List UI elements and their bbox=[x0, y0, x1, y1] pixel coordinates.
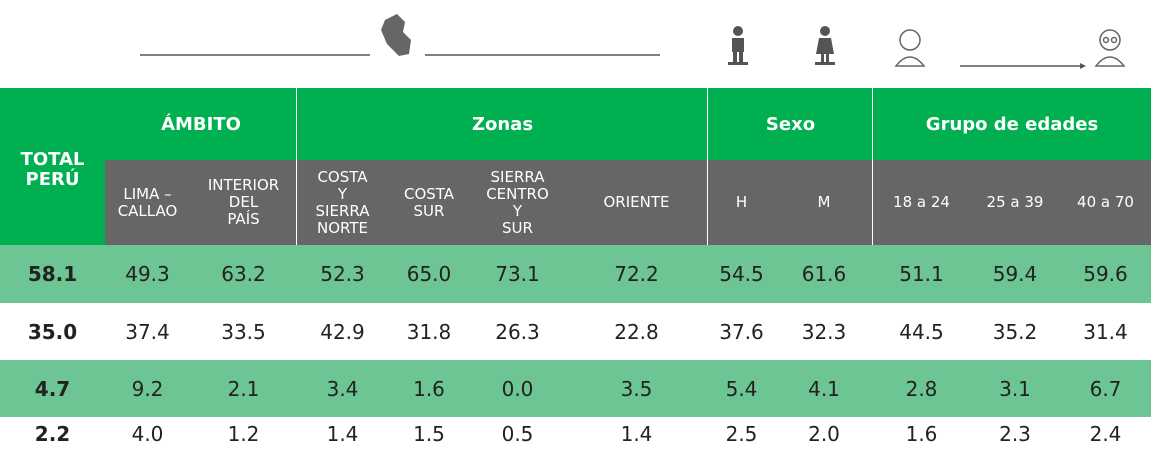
column-header: LIMA – CALLAO bbox=[105, 160, 190, 245]
cell: 3.1 bbox=[999, 376, 1031, 401]
woman-icon bbox=[815, 26, 835, 65]
cell: 2.3 bbox=[999, 421, 1031, 446]
cell: 35.2 bbox=[992, 319, 1038, 344]
arrow-head bbox=[1080, 63, 1086, 69]
row-background bbox=[0, 360, 1151, 417]
cell: 9.2 bbox=[131, 376, 164, 401]
cell: 61.6 bbox=[801, 262, 847, 286]
total-header: TOTAL PERÚ bbox=[0, 88, 105, 245]
cell: 31.4 bbox=[1083, 319, 1128, 344]
cell: 32.3 bbox=[801, 319, 847, 344]
cell: 2.1 bbox=[227, 376, 260, 401]
cell: 3.4 bbox=[326, 376, 359, 401]
cell: 0.0 bbox=[501, 376, 534, 401]
cell: 1.2 bbox=[227, 421, 260, 446]
man-icon bbox=[728, 26, 748, 65]
cell: 52.3 bbox=[320, 262, 365, 286]
cell: 3.5 bbox=[620, 376, 653, 401]
group-header: Sexo bbox=[708, 88, 873, 160]
cell: 72.2 bbox=[614, 262, 659, 286]
cell: 1.6 bbox=[413, 376, 445, 401]
cell: 2.5 bbox=[725, 421, 758, 446]
column-header: 18 a 24 bbox=[873, 160, 970, 245]
cell: 35.0 bbox=[27, 319, 78, 344]
cell: 1.4 bbox=[326, 421, 359, 446]
column-header: SIERRA CENTRO Y SUR bbox=[470, 160, 565, 245]
cell: 31.8 bbox=[406, 319, 452, 344]
row-background bbox=[0, 417, 1151, 450]
column-header: 40 a 70 bbox=[1060, 160, 1151, 245]
cell: 51.1 bbox=[899, 262, 944, 286]
cell: 0.5 bbox=[501, 421, 534, 446]
cell: 42.9 bbox=[320, 319, 365, 344]
group-header: Grupo de edades bbox=[873, 88, 1151, 160]
elder-icon bbox=[1094, 29, 1126, 67]
column-header: H bbox=[708, 160, 775, 245]
icons bbox=[140, 14, 1126, 69]
cell: 49.3 bbox=[125, 262, 170, 286]
cell: 59.4 bbox=[992, 262, 1038, 286]
row-background bbox=[0, 245, 1151, 303]
cell: 2.2 bbox=[34, 421, 71, 446]
cell: 37.6 bbox=[719, 319, 764, 344]
adult-icon bbox=[894, 29, 926, 67]
column-header: M bbox=[775, 160, 873, 245]
peru-icon bbox=[381, 14, 411, 56]
cell: 63.2 bbox=[221, 262, 266, 286]
cell: 2.4 bbox=[1089, 421, 1122, 446]
cell: 58.1 bbox=[27, 262, 78, 286]
group-header: ÁMBITO bbox=[105, 88, 297, 160]
cell: 4.1 bbox=[808, 376, 840, 401]
row-background bbox=[0, 303, 1151, 360]
cell: 37.4 bbox=[125, 319, 170, 344]
cell: 26.3 bbox=[495, 319, 540, 344]
cell: 2.8 bbox=[905, 376, 938, 401]
cell: 1.4 bbox=[620, 421, 653, 446]
cell: 59.6 bbox=[1083, 262, 1128, 286]
column-header: INTERIOR DEL PAÍS bbox=[190, 160, 297, 245]
cell: 4.7 bbox=[34, 376, 71, 401]
cell: 22.8 bbox=[614, 319, 659, 344]
column-header: COSTA Y SIERRA NORTE bbox=[297, 160, 388, 245]
cell: 1.6 bbox=[905, 421, 938, 446]
cell: 65.0 bbox=[406, 262, 452, 286]
cell: 33.5 bbox=[221, 319, 266, 344]
cell: 44.5 bbox=[899, 319, 944, 344]
cell: 2.0 bbox=[808, 421, 840, 446]
cell: 6.7 bbox=[1089, 376, 1122, 401]
cell: 54.5 bbox=[719, 262, 764, 286]
column-header: ORIENTE bbox=[565, 160, 708, 245]
cell: 5.4 bbox=[725, 376, 758, 401]
cell: 1.5 bbox=[413, 421, 445, 446]
column-header: 25 a 39 bbox=[970, 160, 1060, 245]
cell: 4.0 bbox=[131, 421, 164, 446]
group-header: Zonas bbox=[297, 88, 708, 160]
column-header: COSTA SUR bbox=[388, 160, 470, 245]
cell: 73.1 bbox=[495, 262, 540, 286]
